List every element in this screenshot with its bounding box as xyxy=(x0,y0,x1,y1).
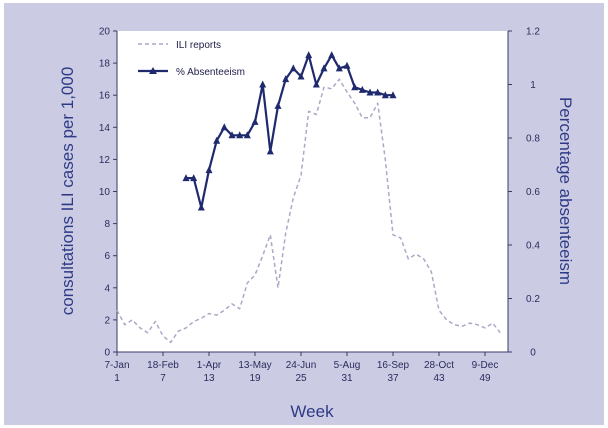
plot-area xyxy=(117,31,508,352)
series-line-absenteeism xyxy=(186,53,393,209)
y-axis-title-left: consultations ILI cases per 1,000 xyxy=(58,67,77,316)
x-tick-date-label: 24-Jun xyxy=(286,360,317,371)
x-tick-week-label: 31 xyxy=(341,373,353,384)
absenteeism-point xyxy=(190,174,198,182)
x-tick-week-label: 19 xyxy=(249,373,261,384)
x-tick-week-label: 7 xyxy=(160,373,166,384)
absenteeism-point xyxy=(274,101,282,109)
absenteeism-point xyxy=(289,64,297,72)
x-tick-week-label: 25 xyxy=(295,373,307,384)
y-left-tick-label: 2 xyxy=(104,315,110,326)
legend-marker-absenteeism xyxy=(149,67,157,74)
absenteeism-point xyxy=(282,75,290,83)
y-right-tick-label: 1 xyxy=(530,80,536,91)
absenteeism-point xyxy=(205,166,213,174)
y-left-tick-label: 6 xyxy=(104,251,110,262)
x-tick-date-label: 7-Jan xyxy=(104,360,129,371)
y-axis-title-right: Percentage absenteeism xyxy=(556,97,575,285)
y-left-tick-label: 12 xyxy=(99,155,111,166)
absenteeism-point xyxy=(358,85,366,93)
absenteeism-point xyxy=(343,61,351,69)
x-tick-date-label: 9-Dec xyxy=(472,360,499,371)
absenteeism-point xyxy=(305,51,313,59)
x-tick-date-label: 28-Oct xyxy=(424,360,454,371)
x-tick-date-label: 16-Sep xyxy=(377,360,410,371)
absenteeism-point xyxy=(328,51,336,59)
legend-label-absenteeism: % Absenteeism xyxy=(176,67,245,78)
x-tick-week-label: 49 xyxy=(479,373,491,384)
absenteeism-point xyxy=(381,91,389,99)
y-left-tick-label: 8 xyxy=(104,219,110,230)
y-right-tick-label: 0.4 xyxy=(526,241,540,252)
y-left-tick-label: 20 xyxy=(99,27,111,38)
absenteeism-point xyxy=(228,131,236,139)
absenteeism-point xyxy=(220,123,228,131)
absenteeism-point xyxy=(259,80,267,88)
y-right-tick-label: 1.2 xyxy=(526,27,540,38)
y-right-tick-label: 0.8 xyxy=(526,134,540,145)
absenteeism-point xyxy=(335,64,343,72)
x-tick-date-label: 13-May xyxy=(238,360,271,371)
y-left-tick-label: 10 xyxy=(99,187,111,198)
y-left-tick-label: 18 xyxy=(99,59,111,70)
absenteeism-point xyxy=(374,88,382,96)
absenteeism-point xyxy=(320,64,328,72)
axes: 0 2 4 6 8 10 12 14 16 18 20 0 0.2 0.4 0.6 0.8 1 1.2 7-Jan 1… xyxy=(99,27,541,385)
x-tick-date-label: 5-Aug xyxy=(334,360,361,371)
series-layer xyxy=(116,51,501,344)
absenteeism-point xyxy=(197,203,205,211)
x-tick-date-label: 1-Apr xyxy=(197,360,222,371)
x-tick-week-label: 13 xyxy=(203,373,215,384)
absenteeism-point xyxy=(243,131,251,139)
x-tick-week-label: 43 xyxy=(433,373,445,384)
absenteeism-point xyxy=(351,83,359,91)
absenteeism-point xyxy=(297,72,305,80)
absenteeism-point xyxy=(213,136,221,144)
x-tick-date-label: 18-Feb xyxy=(147,360,179,371)
y-left-tick-label: 4 xyxy=(104,283,110,294)
absenteeism-point xyxy=(366,88,374,96)
y-left-tick-label: 16 xyxy=(99,91,111,102)
legend-label-ili-reports: ILI reports xyxy=(176,40,221,51)
absenteeism-point xyxy=(389,91,397,99)
y-right-tick-label: 0.6 xyxy=(526,187,540,198)
x-axis-title: Week xyxy=(290,402,334,421)
absenteeism-point xyxy=(251,117,259,125)
absenteeism-point xyxy=(266,147,274,155)
x-tick-week-label: 1 xyxy=(114,373,120,384)
y-left-tick-label: 0 xyxy=(104,348,110,359)
y-right-tick-label: 0 xyxy=(530,348,536,359)
absenteeism-point xyxy=(182,174,190,182)
absenteeism-point xyxy=(236,131,244,139)
y-right-tick-label: 0.2 xyxy=(526,294,540,305)
absenteeism-point xyxy=(312,80,320,88)
series-line-ili-reports xyxy=(116,78,501,344)
legend: ILI reports % Absenteeism xyxy=(138,40,245,78)
y-left-tick-label: 14 xyxy=(99,123,111,134)
x-tick-week-label: 37 xyxy=(387,373,399,384)
